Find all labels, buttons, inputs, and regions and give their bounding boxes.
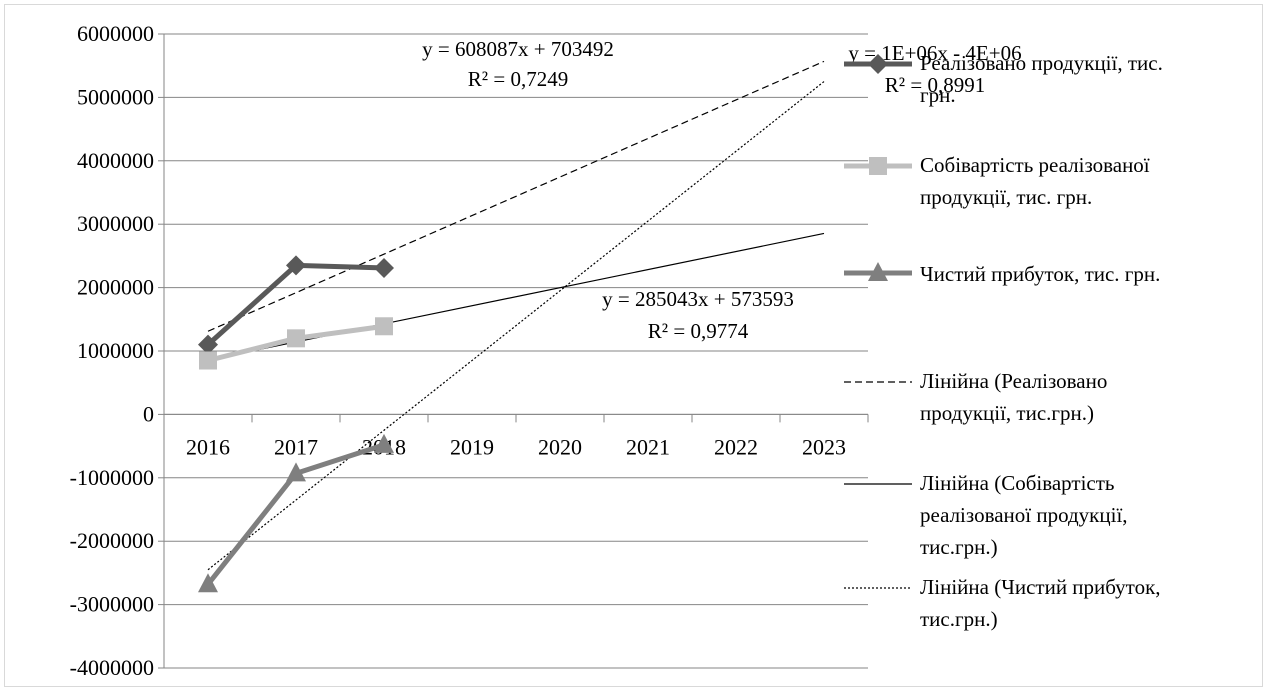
legend-item: Лінійна (Чистий прибуток, тис.грн.) (844, 575, 1161, 631)
data-point-square (199, 351, 217, 370)
x-tick-label: 2016 (186, 434, 230, 459)
data-point-diamond (868, 54, 888, 74)
y-tick-label: 0 (143, 401, 154, 426)
grid-lines (164, 33, 868, 669)
data-point-triangle (286, 462, 306, 482)
y-tick-label: 2000000 (77, 275, 154, 300)
trendline-equation: y = 608087x + 703492 (422, 37, 614, 61)
legend-label: продукції, тис.грн.) (920, 401, 1094, 425)
legend-item: Лінійна (Реалізовано продукції, тис.грн.) (844, 369, 1107, 425)
legend-label: тис.грн.) (920, 607, 998, 631)
legend-label: Собівартість реалізованої (920, 153, 1150, 177)
y-axis: 6000000 5000000 4000000 3000000 2000000 10000… (70, 21, 165, 680)
legend: Реалізовано продукції, тис. грн. Собіварті… (844, 51, 1163, 631)
y-tick-label: -3000000 (70, 592, 154, 617)
trendline (207, 232, 825, 361)
x-tick-label: 2017 (274, 434, 318, 459)
legend-label: Лінійна (Чистий прибуток, (920, 575, 1161, 599)
x-tick-label: 2021 (626, 434, 670, 459)
data-point-triangle (198, 573, 218, 593)
x-tick-label: 2020 (538, 434, 582, 459)
trendline (207, 81, 825, 571)
trendline-equation: y = 285043x + 573593 (602, 287, 794, 311)
y-tick-label: 1000000 (77, 338, 154, 363)
x-axis: 20162017201820192020202120222023 (163, 413, 869, 459)
legend-item: Лінійна (Собівартість реалізованої продук… (844, 471, 1128, 559)
legend-label: тис.грн.) (920, 535, 998, 559)
trendline-r2: R² = 0,7249 (468, 67, 568, 91)
data-point-diamond (374, 257, 394, 278)
legend-label: грн. (920, 83, 956, 107)
chart-frame (4, 4, 1263, 687)
y-tick-label: 3000000 (77, 211, 154, 236)
legend-item: Чистий прибуток, тис. грн. (844, 262, 1160, 286)
y-tick-label: -4000000 (70, 655, 154, 680)
y-tick-label: -1000000 (70, 465, 154, 490)
trendline-r2: R² = 0,8991 (885, 73, 985, 97)
legend-label: Лінійна (Реалізовано (920, 369, 1107, 393)
series-lines (198, 255, 394, 593)
y-tick-label: 6000000 (77, 21, 154, 46)
y-tick-label: 4000000 (77, 148, 154, 173)
legend-label: Чистий прибуток, тис. грн. (920, 262, 1160, 286)
y-tick-label: -2000000 (70, 528, 154, 553)
legend-label: продукції, тис. грн. (920, 185, 1092, 209)
legend-item: Собівартість реалізованої продукції, тис.… (844, 153, 1150, 209)
legend-item: Реалізовано продукції, тис. грн. (844, 51, 1163, 107)
data-point-square (287, 329, 305, 348)
legend-label: реалізованої продукції, (920, 503, 1128, 527)
data-point-diamond (286, 255, 306, 276)
trendline-r2: R² = 0,9774 (648, 319, 749, 343)
trendlines (207, 60, 825, 571)
x-tick-label: 2023 (802, 434, 846, 459)
data-point-diamond (198, 334, 218, 355)
legend-label: Лінійна (Собівартість (920, 471, 1115, 495)
y-tick-label: 5000000 (77, 84, 154, 109)
data-point-triangle (868, 262, 888, 281)
trendline (207, 60, 825, 332)
data-point-triangle (374, 433, 394, 453)
trendline-equations: y = 608087x + 703492 R² = 0,7249 y = 28504… (422, 37, 1021, 343)
data-point-square (869, 157, 887, 175)
legend-label: Реалізовано продукції, тис. (920, 51, 1163, 75)
data-point-square (375, 317, 393, 336)
x-tick-label: 2019 (450, 434, 494, 459)
x-tick-label: 2022 (714, 434, 758, 459)
